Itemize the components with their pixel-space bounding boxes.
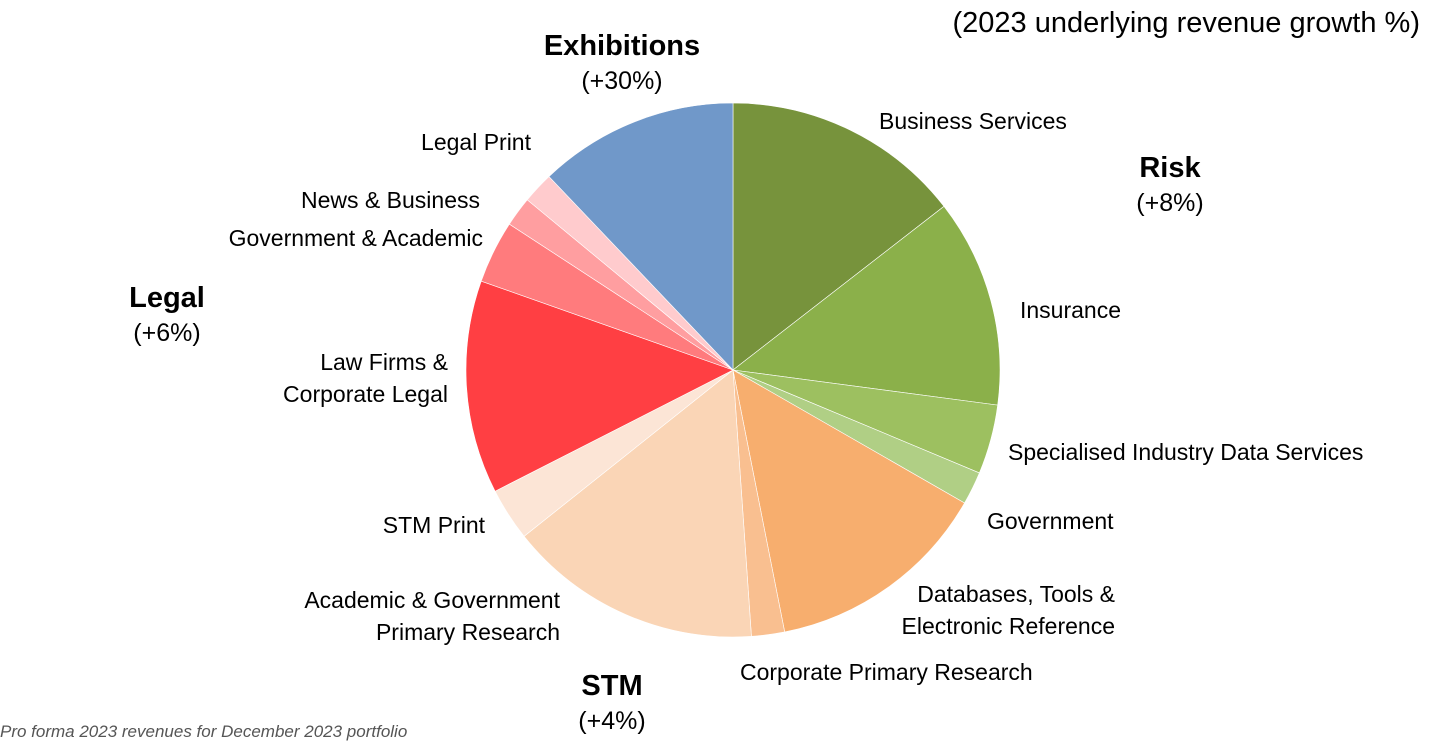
group-growth-stm: (+4%) xyxy=(578,707,646,735)
group-label-exhibitions: Exhibitions (+30%) xyxy=(522,28,722,98)
pie-slice-academic-and-government-primary-research xyxy=(523,369,752,638)
pie-slice-insurance xyxy=(732,205,1001,406)
group-name-legal: Legal xyxy=(129,282,205,314)
group-name-risk: Risk xyxy=(1139,152,1201,184)
slice-label-news-business: News & Business xyxy=(301,187,480,213)
pie-slice-exhibitions xyxy=(548,102,734,371)
slice-label-academic-government: Academic & Government Primary Research xyxy=(260,584,560,648)
group-label-legal: Legal (+6%) xyxy=(92,280,242,350)
slice-label-legal-print: Legal Print xyxy=(421,129,531,155)
slice-label-government: Government xyxy=(987,508,1114,534)
pie-slice-business-services xyxy=(732,102,945,371)
slice-label-academic-line2: Primary Research xyxy=(375,619,560,645)
group-name-exhibitions: Exhibitions xyxy=(543,30,701,62)
slice-label-law-line1: Law Firms & xyxy=(320,349,448,375)
slice-label-law-line2: Corporate Legal xyxy=(283,381,448,407)
group-name-stm: STM xyxy=(581,670,643,702)
group-growth-exhibitions: (+30%) xyxy=(581,67,663,95)
group-label-risk: Risk (+8%) xyxy=(1095,150,1245,220)
pie-slice-law-firms-and-corporate-legal xyxy=(465,280,734,492)
group-label-stm: STM (+4%) xyxy=(537,668,687,738)
slice-label-insurance: Insurance xyxy=(1020,297,1122,323)
slice-label-government-academic: Government & Academic xyxy=(228,225,483,251)
group-growth-legal: (+6%) xyxy=(133,319,201,347)
slice-label-business-services: Business Services xyxy=(879,108,1067,134)
slice-label-databases-line2: Electronic Reference xyxy=(901,613,1116,639)
pie-slice-databases-tools-and-electronic-reference xyxy=(732,369,965,633)
slice-label-stm-print: STM Print xyxy=(382,512,485,538)
group-growth-risk: (+8%) xyxy=(1136,189,1204,217)
slice-label-academic-line1: Academic & Government xyxy=(304,587,560,613)
slice-label-law-firms: Law Firms & Corporate Legal xyxy=(250,346,448,410)
slice-label-corporate-primary-research: Corporate Primary Research xyxy=(740,659,1033,685)
slice-label-databases: Databases, Tools & Electronic Reference xyxy=(860,578,1116,642)
footnote: Pro forma 2023 revenues for December 202… xyxy=(0,722,408,741)
slice-label-specialised-industry-data-services: Specialised Industry Data Services xyxy=(1008,439,1364,465)
slice-label-databases-line1: Databases, Tools & xyxy=(917,581,1115,607)
chart-subtitle: (2023 underlying revenue growth %) xyxy=(952,7,1421,39)
